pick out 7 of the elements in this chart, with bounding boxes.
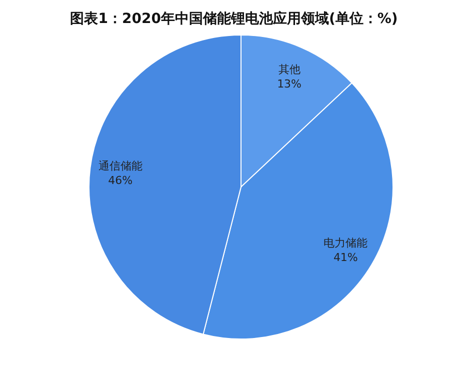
chart-title: 图表1：2020年中国储能锂电池应用领域(单位：%) — [69, 10, 399, 28]
slice-label: 通信储能 — [98, 160, 142, 173]
slice-label: 其他 — [278, 63, 300, 76]
data-label: 13% — [277, 78, 302, 90]
data-label: 46% — [108, 174, 133, 187]
slice-label: 电力储能 — [324, 236, 368, 250]
data-label: 41% — [333, 251, 358, 264]
